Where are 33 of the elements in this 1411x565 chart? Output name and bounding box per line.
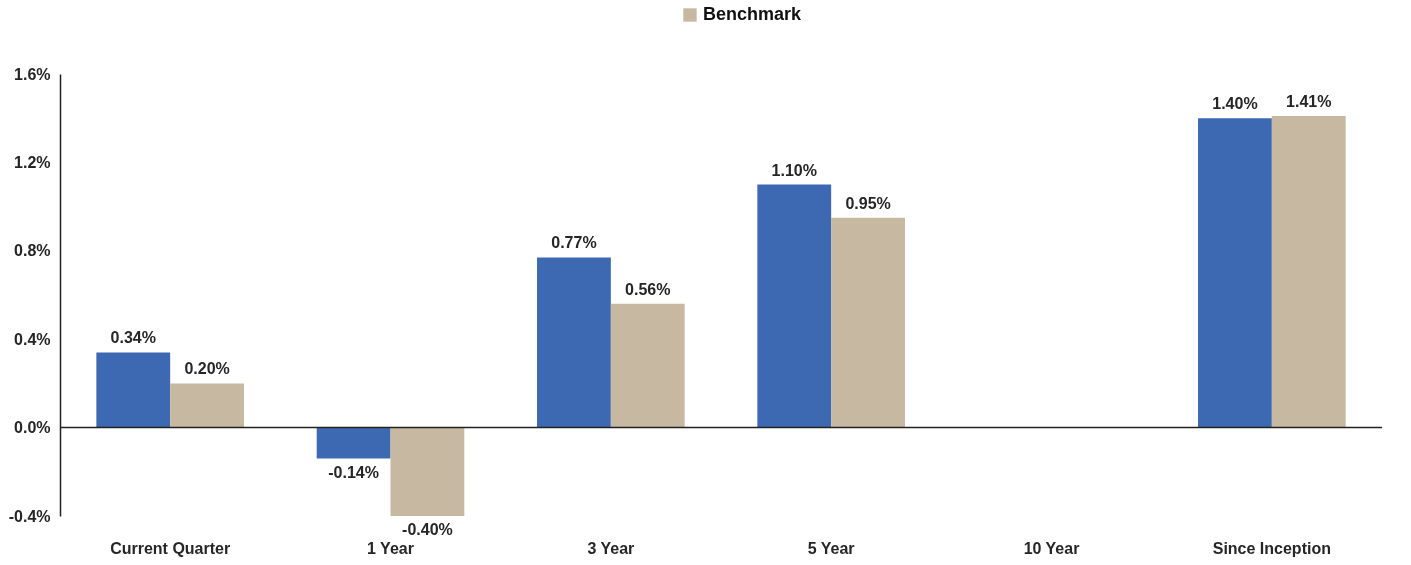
bar	[610, 303, 685, 428]
data-label: 1.40%	[1212, 95, 1258, 113]
data-label: 1.41%	[1286, 92, 1332, 110]
data-label: 0.34%	[110, 329, 156, 347]
bar	[390, 427, 465, 516]
bar	[316, 427, 391, 459]
x-tick-label: 1 Year	[367, 539, 414, 557]
x-tick-label: 10 Year	[1023, 539, 1080, 557]
y-tick-label: -0.4%	[8, 507, 51, 525]
data-label: -0.40%	[402, 521, 453, 538]
x-tick-label: Current Quarter	[110, 539, 231, 557]
bar	[1198, 118, 1272, 428]
bar	[170, 383, 244, 428]
bar	[1271, 115, 1346, 428]
y-tick-label: 0.0%	[14, 419, 51, 437]
data-label: 0.56%	[625, 280, 671, 298]
bar	[96, 352, 171, 428]
bar	[831, 217, 905, 428]
y-tick-label: 1.6%	[14, 65, 51, 83]
y-tick-label: 0.4%	[14, 330, 51, 348]
bar	[757, 184, 832, 428]
y-tick-label: 0.8%	[14, 242, 51, 260]
data-label: 0.20%	[184, 360, 230, 378]
y-tick-label: 1.2%	[14, 153, 51, 171]
legend-label: Benchmark	[703, 4, 803, 24]
x-tick-label: 5 Year	[807, 539, 855, 557]
bar	[537, 257, 611, 428]
data-label: 0.95%	[845, 194, 891, 212]
data-label: 1.10%	[771, 161, 817, 179]
data-label: -0.14%	[328, 463, 379, 481]
data-label: 0.77%	[551, 234, 597, 252]
x-tick-label: 3 Year	[587, 539, 635, 557]
x-tick-label: Since Inception	[1212, 539, 1331, 557]
